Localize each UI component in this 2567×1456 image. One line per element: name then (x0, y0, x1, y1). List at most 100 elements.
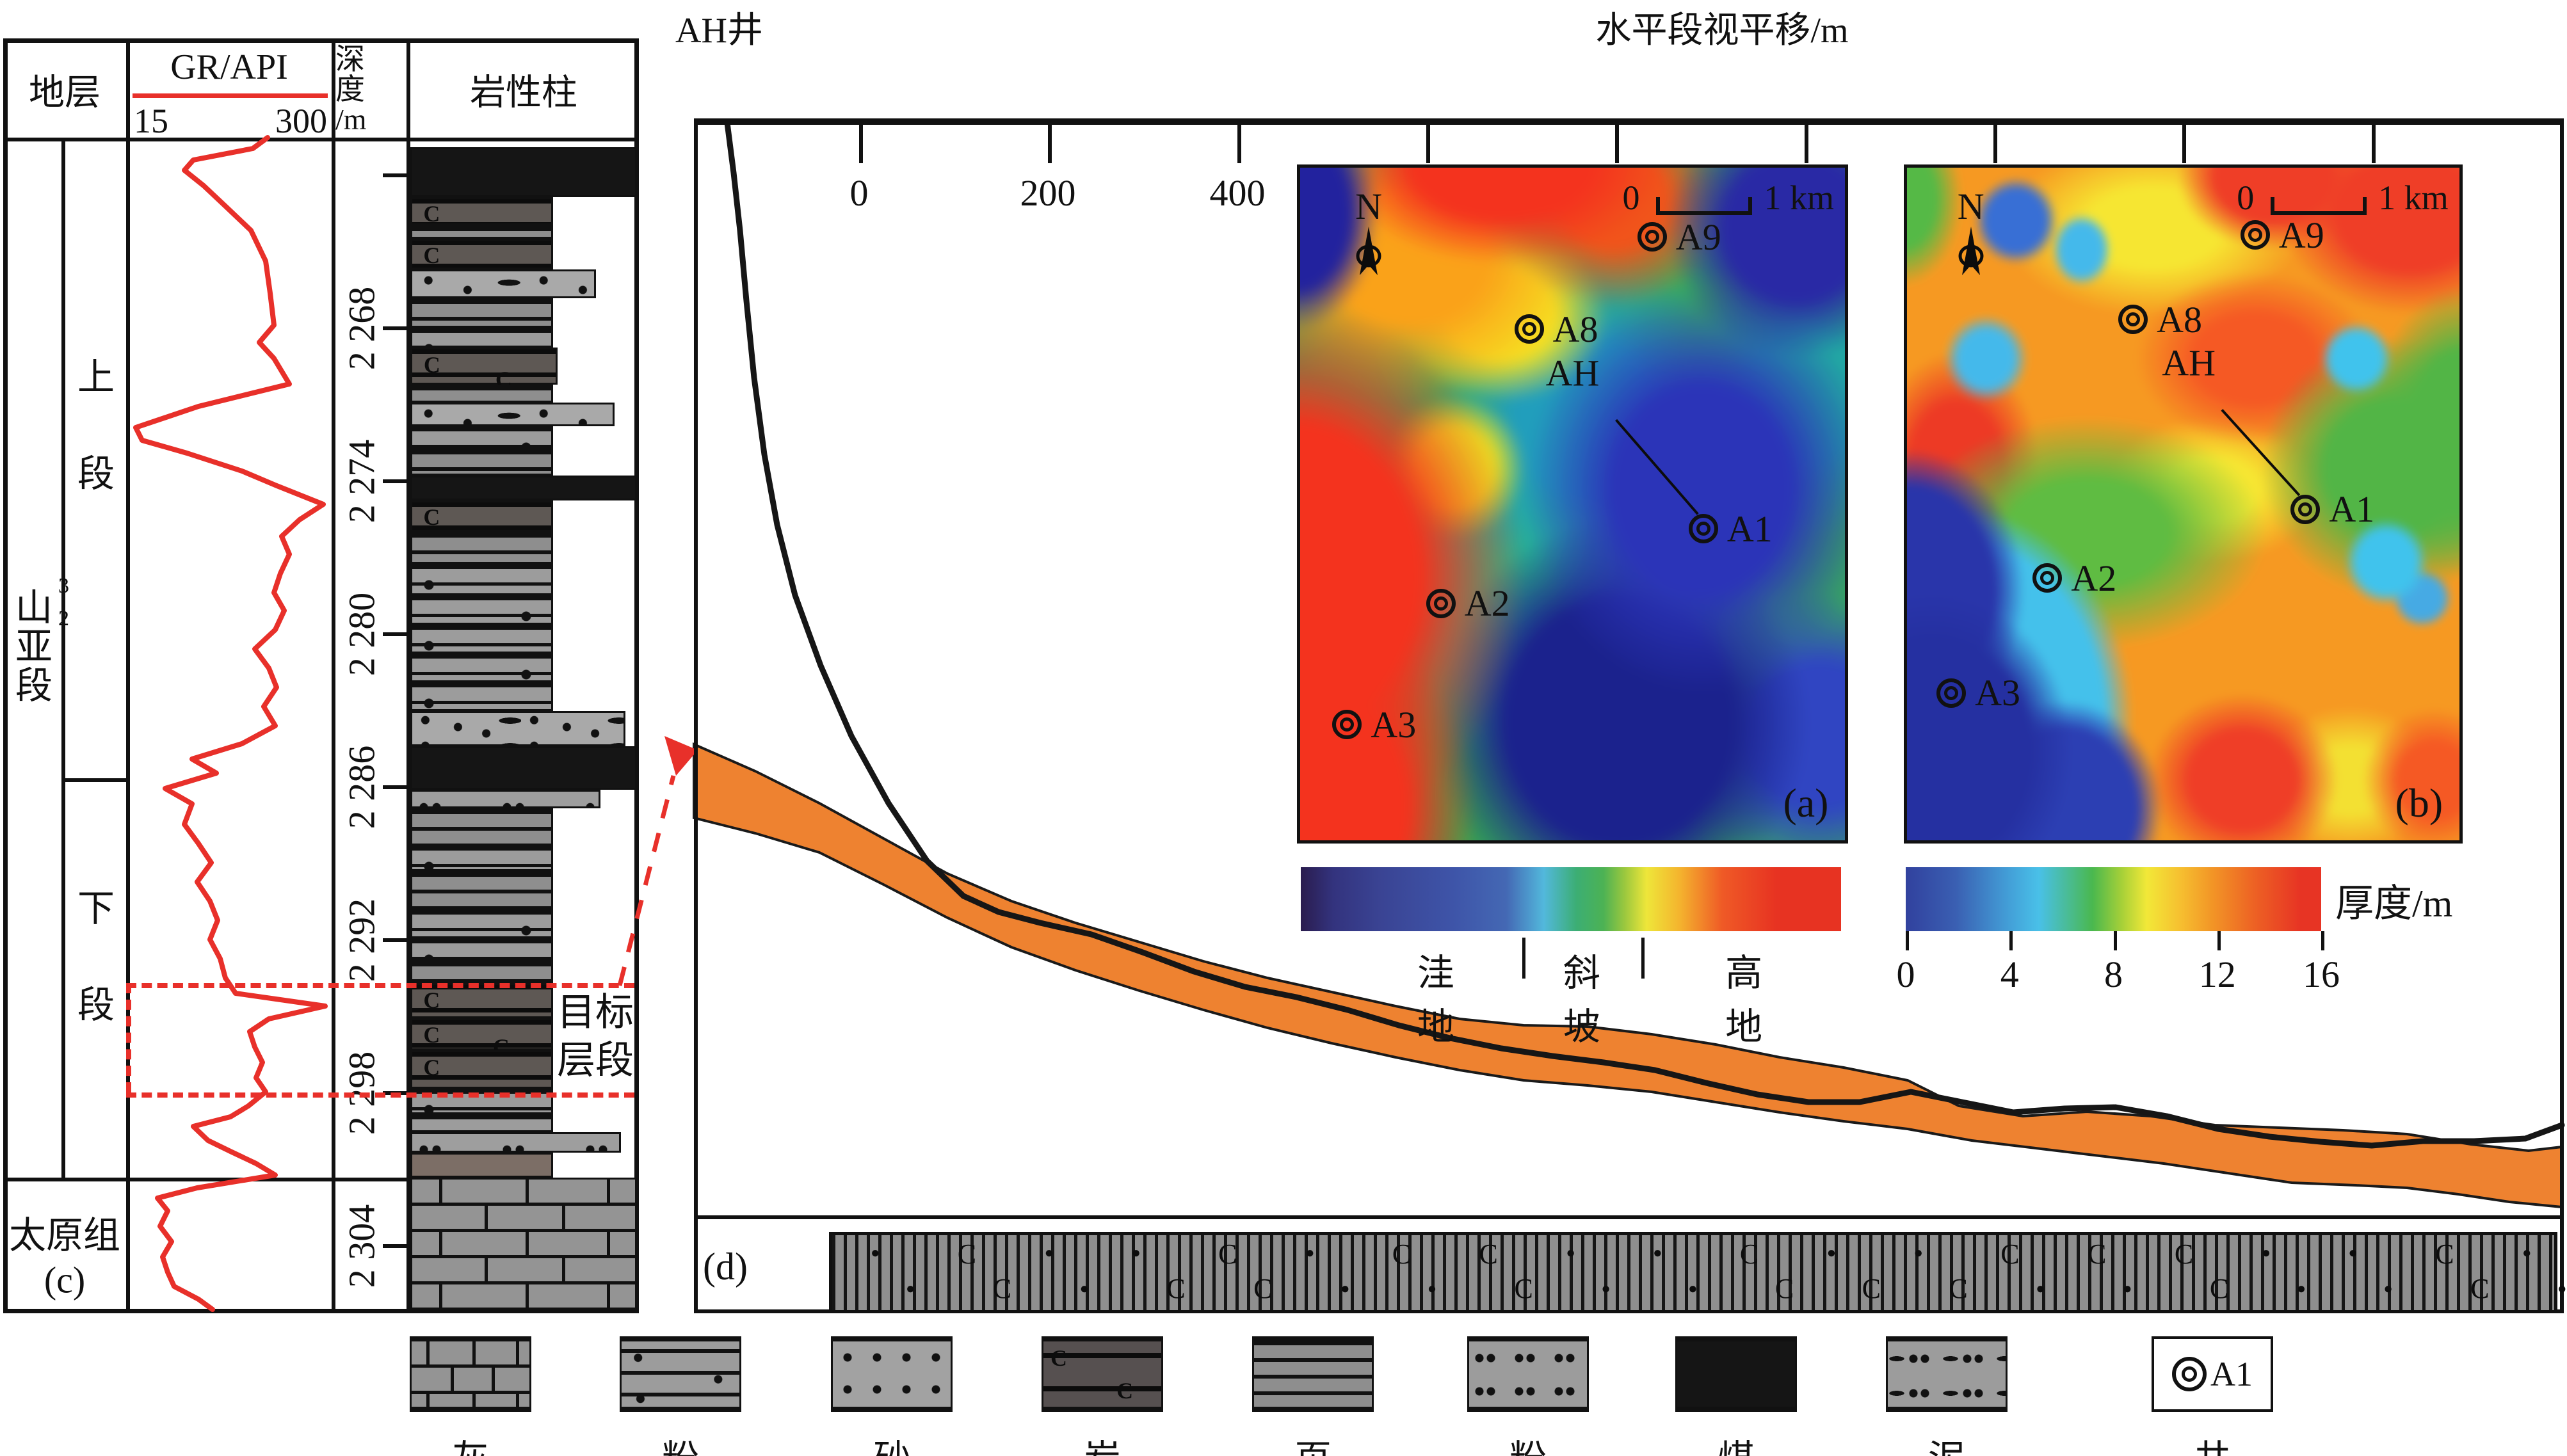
well-symbol-icon (2240, 220, 2270, 250)
target-arrow (664, 736, 698, 776)
legend-swatch-mudsilt (1886, 1336, 2008, 1412)
litho-layer-siltyshr (410, 595, 553, 625)
well-marker-A8: A8 (1514, 308, 1598, 351)
map-a-annotation-layer (1300, 168, 1845, 840)
litho-layer-shale (410, 961, 553, 983)
silt-dot-glyph: ● (2557, 1281, 2567, 1297)
carbonaceous-c-glyph: C (1392, 1238, 1412, 1270)
gr-scale-line (133, 93, 328, 98)
scale-bar: 0 1 km (1622, 178, 1834, 217)
brick-joint (516, 1341, 519, 1364)
silt-dot-glyph: ● (1653, 1245, 1662, 1261)
litho-layer-siltd (410, 403, 615, 426)
litho-layer-shale (410, 298, 553, 328)
litho-layer-siltyshr (410, 909, 553, 938)
well-name-label: A3 (1975, 672, 2021, 714)
colorbar-tick (1906, 931, 1909, 950)
map-b-annotation-layer (1907, 168, 2459, 840)
litho-layer-cshale: C (410, 1050, 553, 1089)
well-name-label: A2 (1464, 582, 1510, 625)
brick-joint (485, 1258, 488, 1281)
brick-mortar-line (412, 1364, 529, 1368)
well-marker-A3: A3 (1332, 703, 1416, 746)
silt-dot-glyph: ● (1427, 1281, 1437, 1297)
litho-layer-cshale: C (410, 239, 553, 269)
well-symbol-icon (2172, 1357, 2207, 1391)
taiyuan-top-divider (3, 1178, 639, 1181)
brick-joint (516, 1394, 519, 1407)
well-symbol-label: A1 (2210, 1355, 2253, 1393)
legend-swatch-shale (1252, 1336, 1374, 1412)
panel-d-axis-line (694, 118, 2564, 125)
brick-joint (526, 1232, 529, 1255)
colorbar-thickness (1906, 867, 2321, 931)
taiyuan-formation-label: 太原组 (8, 1215, 121, 1256)
carbonaceous-c-glyph: C (992, 1273, 1012, 1304)
litho-layer-sst (410, 1132, 621, 1153)
brick-mortar-line (412, 1281, 635, 1284)
x-axis-tick (1805, 125, 1808, 163)
carbonaceous-c-glyph: C (1774, 1273, 1794, 1304)
litho-layer-coal (410, 147, 637, 197)
brick-mortar-line (412, 1391, 529, 1394)
legend-label: 灰岩 (452, 1428, 489, 1456)
silt-dot-glyph: ● (1826, 1245, 1837, 1261)
depth-tick (383, 326, 408, 330)
carbonaceous-c-glyph: C (423, 987, 440, 1013)
brick-joint (562, 1206, 565, 1229)
litho-layer-mud (410, 1153, 553, 1178)
silt-dot-glyph: ● (1079, 1281, 1090, 1297)
map-a-corner-label: (a) (1783, 780, 1829, 826)
carbonaceous-c-glyph: C (1739, 1238, 1759, 1270)
well-name-label: A9 (2278, 214, 2324, 256)
compass-needle-icon (1356, 226, 1381, 275)
carbonaceous-c-glyph: C (1166, 1273, 1186, 1304)
legend-label: 井位及井号 (2194, 1428, 2231, 1456)
silt-dot-glyph: ● (2383, 1281, 2393, 1297)
x-axis-tick (2182, 125, 2186, 163)
carbonaceous-c-glyph: C (1218, 1238, 1237, 1270)
x-axis-tick (1993, 125, 1997, 163)
well-symbol-icon (1688, 514, 1718, 544)
ah-to-a1-line (2222, 410, 2299, 495)
silt-dot-glyph: ● (1688, 1281, 1698, 1297)
x-axis-tick (859, 125, 863, 163)
carbonaceous-c-glyph: C (2088, 1238, 2107, 1270)
well-name-label: A9 (1675, 216, 1721, 258)
colorbar-tick (2009, 931, 2013, 950)
header-depth-line1: 深 (335, 43, 365, 76)
formation-tail-1: 亚 (15, 625, 52, 668)
legend-label: 粉砂质页岩 (662, 1428, 699, 1456)
target-interval-label: 目标 层段 (557, 991, 634, 1082)
legend-label: 页岩 (1294, 1428, 1332, 1456)
legend-label: 粉砂岩 (1509, 1428, 1547, 1456)
depth-tick (383, 1244, 408, 1248)
brick-joint (451, 1368, 454, 1391)
brick-mortar-line (412, 1255, 635, 1258)
upper-lower-divider (61, 778, 130, 782)
well-symbol-icon (2032, 563, 2063, 593)
depth-tick (383, 785, 408, 789)
silt-dot-glyph: ● (1044, 1245, 1054, 1261)
legend-label: 煤层 (1718, 1428, 1755, 1456)
litho-layer-siltysh (410, 938, 553, 961)
header-depth: 深 度 /m (335, 43, 406, 135)
well-symbol-icon (1637, 222, 1667, 252)
silt-dot-glyph: ● (1305, 1245, 1315, 1261)
depth-tick (383, 173, 408, 177)
header-strata: 地层 (29, 73, 101, 113)
target-top-dashed-line (126, 983, 634, 988)
carbonaceous-c-glyph: C (2000, 1238, 2020, 1270)
colorbar-thickness-title: 厚度/m (2335, 883, 2453, 925)
upper-section-label: 上 段 (77, 356, 115, 495)
x-axis-tick (1426, 125, 1430, 163)
x-axis-tick-label: 0 (849, 172, 869, 214)
brick-joint (607, 1180, 610, 1203)
header-depth-line2: 度 (335, 72, 365, 106)
well-marker-A1: A1 (1688, 508, 1773, 550)
horizontal-lithology-strip: ● ● C C ● ● ● C C C ● ● C ● C C ● ● ● ● C C ● C ● C C ● C ● C C ● ● ● ● C C ● ● (829, 1232, 2567, 1313)
silt-dot-glyph: ● (1131, 1245, 1141, 1261)
